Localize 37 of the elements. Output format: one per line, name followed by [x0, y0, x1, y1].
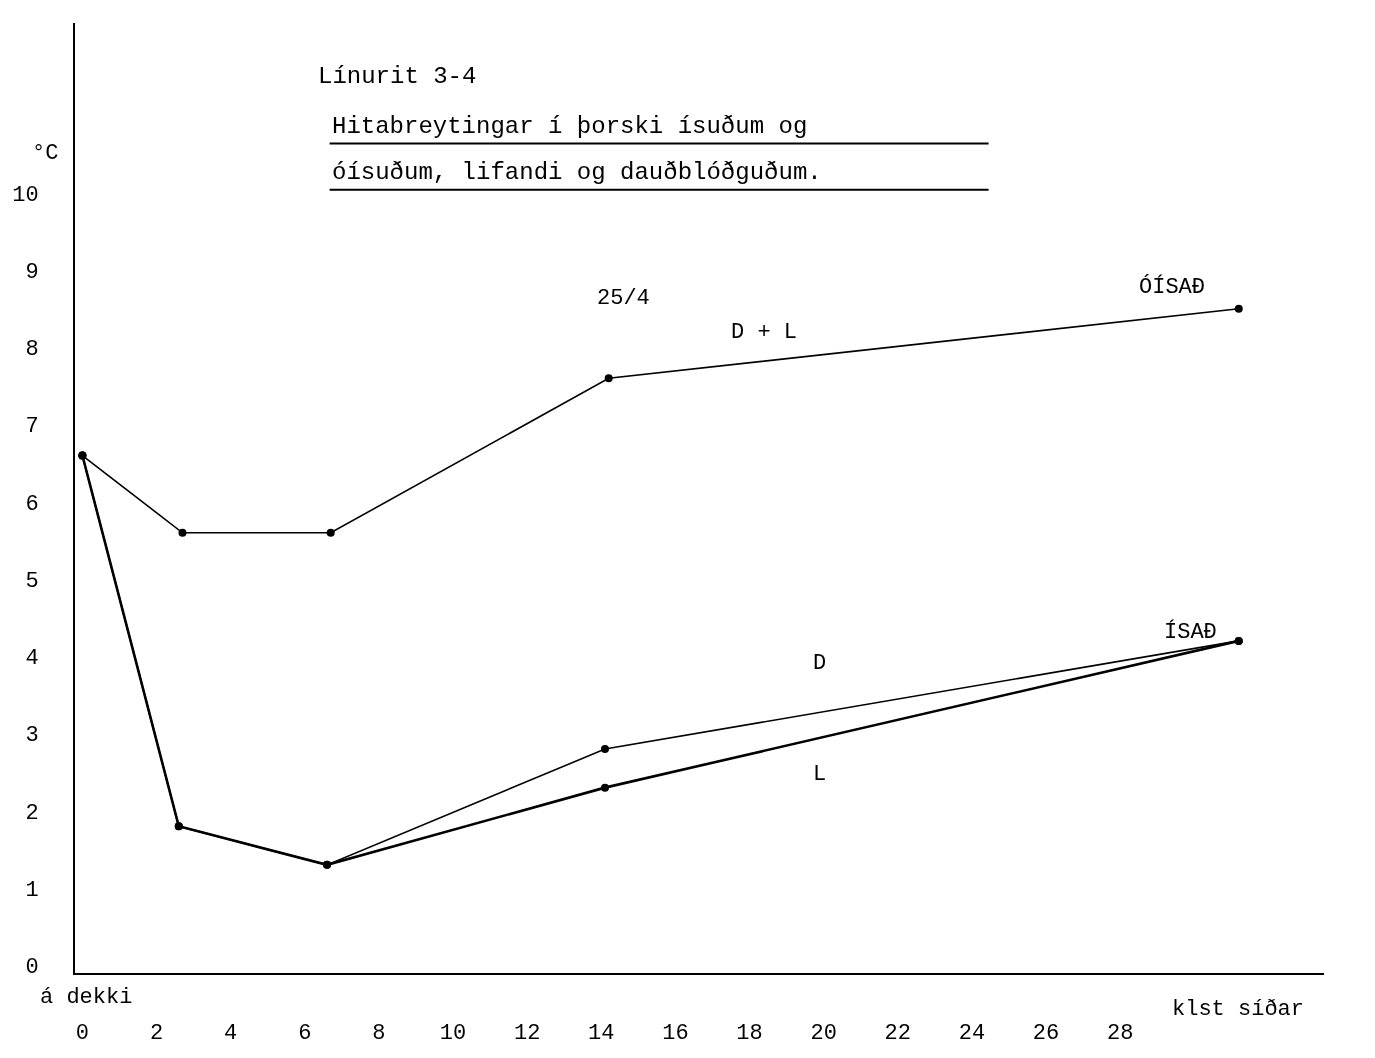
x-tick-label: 4 — [224, 1021, 238, 1047]
y-tick-label: 9 — [25, 259, 39, 285]
y-tick-label: 10 — [12, 182, 39, 208]
y-tick-label: 4 — [25, 646, 39, 672]
series-label: D + L — [731, 320, 798, 345]
x-tick-label: 20 — [810, 1021, 837, 1047]
x-tick-label: 28 — [1106, 1021, 1134, 1047]
x-tick-label: 12 — [513, 1021, 541, 1047]
y-tick-label: 5 — [25, 568, 39, 594]
series-label: D — [813, 651, 827, 676]
annotation: ÓÍSAÐ — [1139, 274, 1206, 300]
y-axis-title: °C — [32, 141, 59, 166]
series-label: L — [813, 762, 827, 787]
text: á dekki — [40, 985, 133, 1010]
x-tick-label: 2 — [149, 1021, 164, 1047]
annotation: 25/4 — [597, 286, 650, 311]
y-tick-label: 2 — [25, 800, 39, 826]
x-tick-label: 18 — [736, 1021, 763, 1047]
x-tick-label: 22 — [884, 1021, 911, 1047]
x-tick-label: 0 — [75, 1021, 90, 1047]
text: Hitabreytingar í þorski ísuðum og óísuðum, lifandi og dauðblóðguðum. — [332, 113, 822, 186]
x-tick-label: 8 — [372, 1021, 386, 1047]
y-tick-label: 1 — [25, 877, 39, 903]
y-tick-label: 0 — [25, 954, 39, 980]
y-tick-label: 8 — [25, 337, 39, 363]
x-tick-label: 14 — [588, 1021, 615, 1047]
x-tick-label: 16 — [662, 1021, 689, 1047]
x-tick-label: 24 — [958, 1021, 986, 1047]
y-tick-label: 7 — [25, 414, 39, 440]
x-tick-label: 10 — [439, 1021, 467, 1047]
text: Línurit 3-4 — [318, 63, 477, 91]
x-axis-title: klst síðar — [1172, 997, 1305, 1022]
x-tick-label: 26 — [1032, 1021, 1060, 1047]
annotation: ÍSAÐ — [1164, 619, 1217, 645]
y-tick-label: 3 — [25, 723, 39, 749]
y-tick-label: 6 — [25, 491, 39, 517]
x-tick-label: 6 — [298, 1021, 312, 1047]
